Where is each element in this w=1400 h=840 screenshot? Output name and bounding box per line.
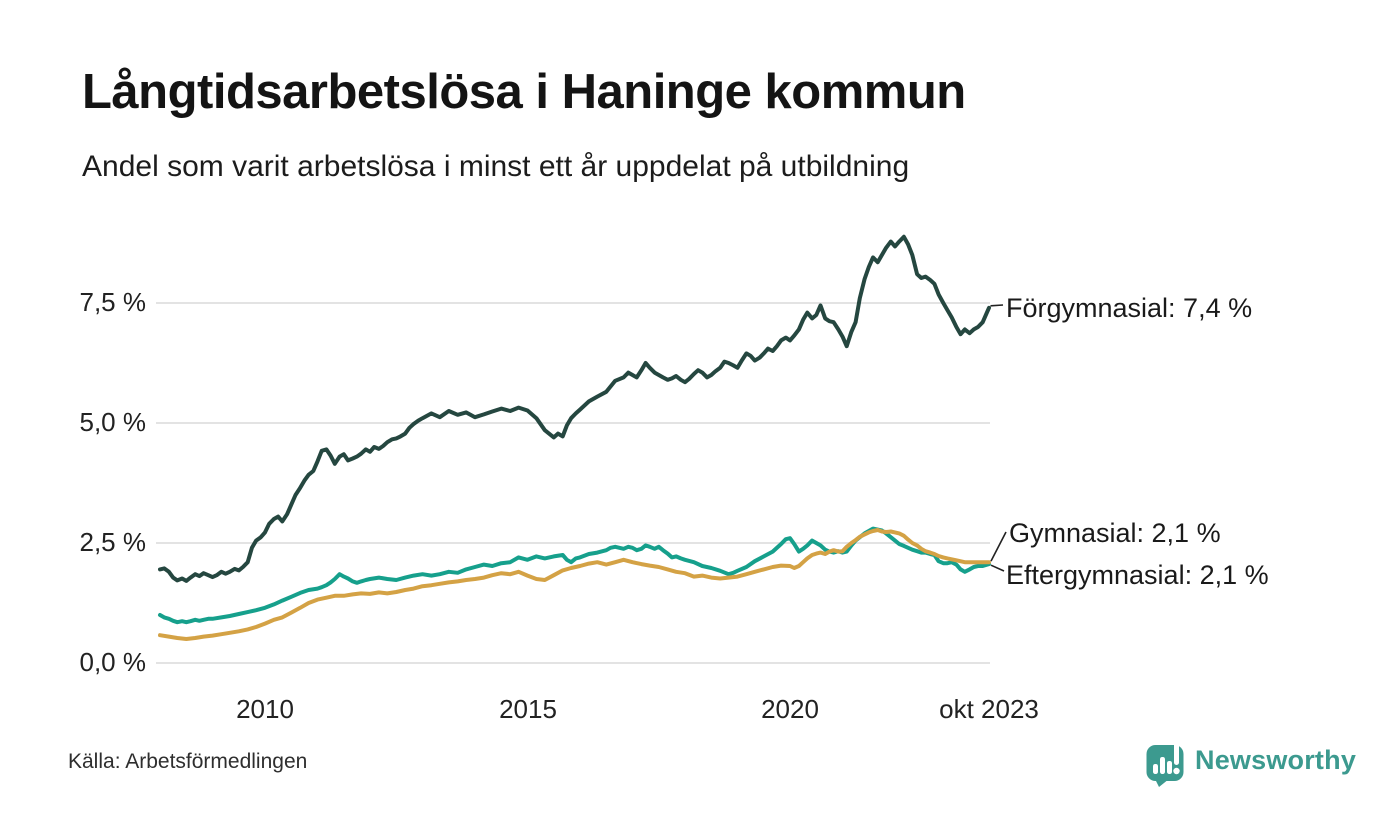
newsworthy-logo-icon [1146,739,1184,787]
logo-bar-icon [1153,764,1158,774]
series-line-eftergymnasial [158,528,991,641]
label-connector-gymnasial [990,531,1007,562]
series-line-förgymnasial [158,234,991,583]
series-end-label-forgymnasial: Förgymnasial: 7,4 % [1006,293,1253,323]
series-end-label-eftergymnasial: Eftergymnasial: 2,1 % [1006,560,1269,590]
logo-bubble-tail [1155,779,1169,787]
series-end-label-gymnasial: Gymnasial: 2,1 % [1009,518,1221,548]
source-note: Källa: Arbetsförmedlingen [68,750,308,773]
logo-exclamation-dot [1173,767,1180,775]
logo-bar-icon [1167,761,1172,774]
page-subtitle: Andel som varit arbetslösa i minst ett å… [82,150,910,183]
newsworthy-logo-text: Newsworthy [1195,745,1357,775]
y-tick-label: 0,0 % [79,647,147,677]
label-connector-förgymnasial [990,304,1004,307]
y-tick-label: 7,5 % [79,287,147,317]
y-tick-label: 2,5 % [79,527,147,557]
x-tick-label: okt 2023 [939,694,1039,724]
page-title: Långtidsarbetslösa i Haninge kommun [82,65,966,119]
logo-exclamation-icon [1174,739,1179,765]
y-tick-label: 5,0 % [79,407,147,437]
label-connector-eftergymnasial [990,564,1005,572]
logo-bar-icon [1160,757,1165,774]
x-tick-label: 2010 [236,694,294,724]
x-tick-label: 2015 [499,694,557,724]
newsworthy-logo: Newsworthy [1146,739,1356,787]
x-tick-label: 2020 [761,694,819,724]
